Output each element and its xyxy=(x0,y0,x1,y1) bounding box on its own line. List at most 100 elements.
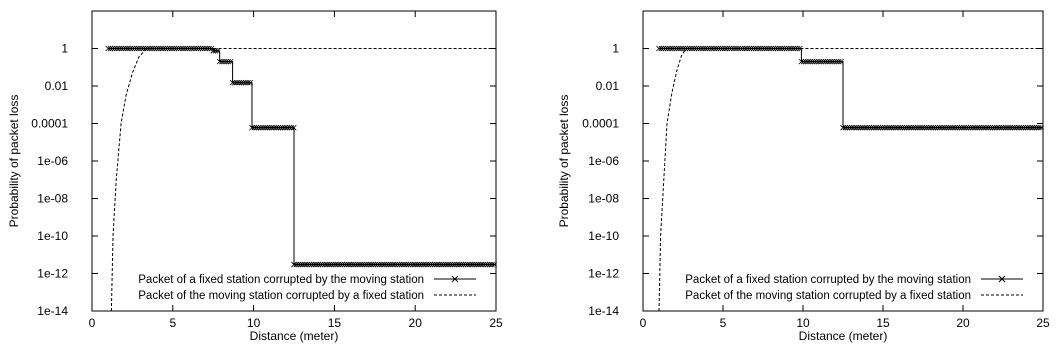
x-marker xyxy=(678,45,684,52)
x-marker xyxy=(818,58,824,65)
x-marker xyxy=(266,124,273,131)
x-axis-label: Distance (meter) xyxy=(250,329,339,343)
x-marker xyxy=(842,124,848,131)
y-tick-label: 1 xyxy=(61,42,68,56)
x-marker xyxy=(871,124,877,131)
x-marker xyxy=(460,261,467,268)
x-marker xyxy=(440,261,447,268)
x-marker xyxy=(286,124,293,131)
x-marker xyxy=(357,261,363,268)
x-marker xyxy=(350,261,357,268)
x-marker xyxy=(381,261,387,268)
x-marker xyxy=(484,261,491,268)
x-marker xyxy=(412,261,418,268)
x-marker xyxy=(462,261,469,268)
x-marker xyxy=(295,261,302,268)
x-marker xyxy=(895,124,901,131)
x-tick-label: 25 xyxy=(1036,316,1050,330)
x-marker xyxy=(284,124,290,131)
x-marker xyxy=(262,124,268,131)
y-tick-label: 1e-12 xyxy=(37,267,68,281)
x-marker xyxy=(449,261,456,268)
x-marker xyxy=(702,45,708,52)
x-marker xyxy=(930,124,936,131)
x-marker xyxy=(427,261,434,268)
x-marker xyxy=(434,261,440,268)
x-marker xyxy=(280,124,286,131)
x-marker xyxy=(255,124,262,131)
x-marker xyxy=(877,124,884,131)
x-marker xyxy=(282,124,288,131)
x-marker xyxy=(401,261,407,268)
x-marker xyxy=(377,261,383,268)
y-tick-label: 1e-10 xyxy=(37,229,68,243)
x-marker xyxy=(221,58,227,65)
x-marker xyxy=(1020,124,1027,131)
x-marker xyxy=(866,124,873,131)
x-marker xyxy=(884,124,890,131)
x-marker xyxy=(921,124,928,131)
x-marker xyxy=(665,45,671,52)
x-marker xyxy=(660,45,667,52)
x-marker xyxy=(240,79,247,86)
x-marker xyxy=(860,124,866,131)
x-marker xyxy=(857,124,864,131)
x-marker xyxy=(934,124,941,131)
x-marker xyxy=(245,79,251,86)
x-marker xyxy=(840,124,846,131)
x-marker xyxy=(109,45,116,52)
x-marker xyxy=(392,261,398,268)
x-tick-label: 25 xyxy=(489,316,503,330)
x-marker xyxy=(160,45,166,52)
x-marker xyxy=(114,45,120,52)
x-marker xyxy=(662,45,669,52)
x-marker xyxy=(164,45,171,52)
x-tick-label: 15 xyxy=(328,316,342,330)
x-marker xyxy=(291,261,297,268)
x-marker xyxy=(680,45,686,52)
x-marker xyxy=(319,261,326,268)
x-marker xyxy=(952,124,958,131)
x-marker xyxy=(277,124,284,131)
x-marker xyxy=(805,58,811,65)
x-marker xyxy=(374,261,381,268)
x-marker xyxy=(184,45,191,52)
x-marker xyxy=(809,58,816,65)
x-marker xyxy=(238,79,245,86)
x-marker xyxy=(169,45,175,52)
x-marker xyxy=(341,261,348,268)
x-marker xyxy=(691,45,697,52)
x-marker xyxy=(1005,124,1011,131)
x-marker xyxy=(853,124,859,131)
x-marker xyxy=(300,261,306,268)
x-marker xyxy=(418,261,425,268)
x-marker xyxy=(403,261,409,268)
x-marker xyxy=(890,124,897,131)
legend-marker-1 xyxy=(451,275,459,283)
y-tick-label: 1 xyxy=(612,42,619,56)
y-tick-label: 1e-10 xyxy=(588,229,619,243)
x-marker xyxy=(339,261,346,268)
x-marker xyxy=(994,124,1000,131)
x-marker xyxy=(1016,124,1022,131)
x-marker xyxy=(355,261,361,268)
x-marker xyxy=(288,124,295,131)
x-marker xyxy=(469,261,475,268)
x-marker xyxy=(992,124,998,131)
y-tick-label: 1e-08 xyxy=(37,192,68,206)
x-marker xyxy=(210,48,216,54)
x-marker xyxy=(291,124,297,131)
x-marker xyxy=(901,124,908,131)
x-marker xyxy=(348,261,354,268)
x-marker xyxy=(849,124,855,131)
x-marker xyxy=(1018,124,1024,131)
x-marker xyxy=(1033,124,1040,131)
x-marker xyxy=(726,45,733,52)
chart-panel-2: 0 5 10 15 20 25 1e-14 1e-12 1e-10 1e-08 1e-06 0.000… xyxy=(557,10,1050,343)
x-marker xyxy=(781,45,788,52)
x-marker xyxy=(138,45,144,52)
x-marker xyxy=(844,124,851,131)
x-marker xyxy=(107,45,114,52)
x-marker xyxy=(293,261,299,268)
x-marker xyxy=(879,124,886,131)
